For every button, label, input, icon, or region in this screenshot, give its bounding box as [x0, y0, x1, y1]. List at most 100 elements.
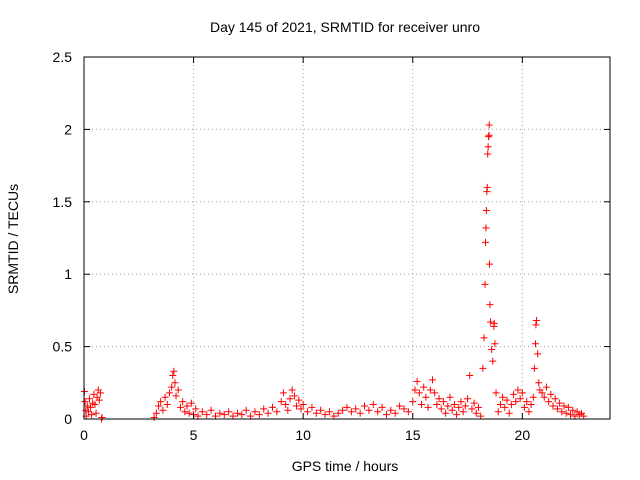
data-point [339, 406, 347, 414]
data-point [499, 393, 507, 401]
grid-lines [84, 57, 610, 419]
data-point [523, 398, 531, 406]
data-point [282, 401, 290, 409]
data-point [540, 393, 548, 401]
data-point [532, 321, 540, 329]
data-point [428, 376, 436, 384]
data-point [233, 409, 241, 417]
data-point [96, 389, 104, 397]
data-point [501, 403, 509, 411]
data-point [505, 409, 513, 417]
data-point [194, 412, 202, 420]
data-point [551, 395, 559, 403]
y-tick-label: 0 [64, 411, 72, 427]
data-point [179, 398, 187, 406]
data-point [490, 319, 498, 327]
data-point [569, 406, 577, 414]
data-point [207, 406, 215, 414]
data-point [260, 405, 268, 413]
x-axis-ticks: 0 5 10 15 20 [80, 57, 530, 443]
data-point [185, 409, 193, 417]
data-point [527, 401, 535, 409]
data-point [426, 386, 434, 394]
data-point [293, 402, 301, 410]
data-point [255, 411, 263, 419]
data-point [369, 401, 377, 409]
data-point [150, 414, 158, 422]
data-point [382, 411, 390, 419]
data-point [297, 405, 305, 413]
data-point [433, 401, 441, 409]
y-tick-label: 1 [64, 266, 72, 282]
data-point [485, 260, 493, 268]
data-point [159, 406, 167, 414]
data-point [477, 412, 485, 420]
data-point [225, 408, 233, 416]
data-point [562, 409, 570, 417]
data-point [512, 398, 520, 406]
y-tick-label: 2.5 [53, 49, 73, 65]
data-point [321, 411, 329, 419]
data-point [163, 401, 171, 409]
x-tick-label: 15 [405, 427, 421, 443]
data-point [176, 403, 184, 411]
data-point [494, 408, 502, 416]
data-point [83, 402, 91, 410]
data-point [488, 345, 496, 353]
data-point [187, 399, 195, 407]
data-point [378, 403, 386, 411]
data-point [455, 403, 463, 411]
data-point [387, 406, 395, 414]
data-point [461, 402, 469, 410]
y-tick-label: 1.5 [53, 194, 73, 210]
data-point [220, 411, 228, 419]
data-point [400, 405, 408, 413]
data-point [356, 409, 364, 417]
data-point [424, 403, 432, 411]
data-point [84, 408, 92, 416]
data-point [325, 408, 333, 416]
data-point [361, 402, 369, 410]
chart-title: Day 145 of 2021, SRMTID for receiver unr… [210, 19, 480, 35]
data-point [152, 409, 160, 417]
data-point [242, 406, 250, 414]
data-point [444, 402, 452, 410]
data-point [299, 401, 307, 409]
data-point [251, 408, 259, 416]
data-point [507, 401, 515, 409]
data-point [479, 364, 487, 372]
data-point [343, 403, 351, 411]
data-point [448, 406, 456, 414]
data-point [545, 398, 553, 406]
data-point [308, 403, 316, 411]
data-point [556, 399, 564, 407]
data-point [533, 317, 541, 325]
data-point [264, 409, 272, 417]
data-point [169, 372, 177, 380]
data-point [365, 406, 373, 414]
data-point [484, 150, 492, 158]
data-point [98, 414, 106, 422]
data-point [391, 409, 399, 417]
data-point [171, 379, 179, 387]
data-point [347, 408, 355, 416]
data-point [450, 401, 458, 409]
data-point [409, 398, 417, 406]
data-point [317, 406, 325, 414]
data-point [475, 403, 482, 411]
data-point [484, 143, 492, 151]
data-point [485, 121, 493, 129]
data-point [531, 340, 539, 348]
y-axis-label: SRMTID / TECUs [5, 184, 21, 294]
data-point [212, 412, 219, 420]
data-point [85, 395, 93, 403]
data-point [277, 398, 285, 406]
data-point [442, 409, 450, 417]
data-point [157, 398, 165, 406]
x-tick-label: 10 [295, 427, 311, 443]
data-point [489, 357, 497, 365]
data-point [553, 405, 561, 413]
data-point [198, 408, 206, 416]
data-point [286, 395, 294, 403]
data-point [304, 408, 312, 416]
